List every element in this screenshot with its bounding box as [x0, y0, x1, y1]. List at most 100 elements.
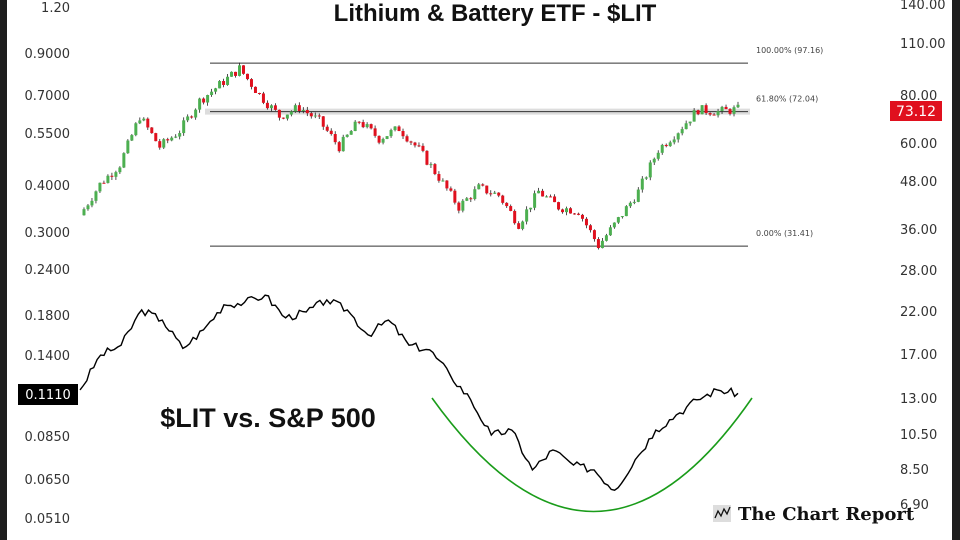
candle [517, 223, 521, 229]
candle [134, 123, 138, 136]
candle [664, 144, 668, 147]
candle [94, 191, 98, 201]
candle [277, 109, 281, 118]
right-axis-tick: 22.00 [900, 305, 937, 320]
candle [389, 130, 393, 137]
candle [206, 95, 210, 103]
candle [261, 93, 265, 103]
candle [640, 178, 644, 190]
left-axis-tick: 0.7000 [25, 89, 71, 104]
candle [150, 127, 154, 134]
candle [337, 142, 341, 152]
candle [736, 104, 740, 108]
candle [525, 209, 529, 222]
candle [457, 202, 461, 211]
candle [596, 239, 600, 249]
candle [313, 115, 317, 117]
candle [473, 189, 477, 200]
candle [373, 128, 377, 136]
candle [732, 107, 736, 114]
candle [309, 113, 313, 117]
candle [688, 121, 692, 124]
right-axis-tick: 13.00 [900, 392, 937, 407]
right-border [952, 0, 960, 540]
chart-title: Lithium & Battery ETF - $LIT [334, 0, 657, 27]
candle [576, 213, 580, 215]
candle [98, 182, 102, 192]
candle [453, 190, 457, 203]
left-axis-tick: 0.2400 [25, 263, 71, 278]
candle [612, 222, 616, 228]
candle [501, 195, 505, 203]
candle [357, 121, 361, 123]
candle [122, 153, 126, 168]
candle [249, 79, 253, 87]
candle [648, 162, 652, 178]
candle [497, 192, 501, 196]
candle [708, 113, 712, 115]
candle [190, 116, 194, 118]
trend-arc [431, 397, 753, 513]
candle [632, 201, 636, 203]
candle [600, 240, 604, 249]
candle [82, 209, 86, 216]
right-axis-tick: 48.00 [900, 175, 937, 190]
candle [553, 196, 557, 203]
candle [672, 139, 676, 143]
right-axis-tick: 60.00 [900, 137, 937, 152]
logo-chart-icon [714, 506, 731, 519]
candle [186, 116, 190, 121]
left-axis-tick: 0.0510 [25, 512, 71, 527]
candle [704, 105, 708, 114]
candle [580, 214, 584, 219]
candle [557, 202, 561, 210]
candle [341, 136, 345, 152]
candle [449, 188, 453, 191]
candle [353, 121, 357, 132]
candle [393, 126, 397, 131]
candle [178, 133, 182, 137]
candle [421, 145, 425, 151]
last-price-badge [890, 101, 942, 121]
candle [345, 134, 349, 137]
candle [720, 106, 724, 112]
candle [385, 136, 389, 139]
candle [238, 65, 242, 76]
candle [146, 118, 150, 128]
candle [329, 130, 333, 135]
candle [425, 150, 429, 165]
fib-label: 61.80% (72.04) [756, 95, 818, 104]
candle [289, 111, 293, 115]
fib-label: 0.00% (31.41) [756, 229, 813, 238]
left-axis-tick: 0.0650 [25, 473, 71, 488]
candle [561, 209, 565, 213]
last-price-label: 73.12 [896, 104, 936, 120]
candle [305, 110, 309, 114]
brand-logo: The Chart Report [713, 504, 915, 525]
candle [226, 76, 230, 85]
candle [293, 105, 297, 112]
candle [676, 133, 680, 140]
candle [513, 210, 517, 224]
left-border [0, 0, 7, 540]
right-axis-tick: 140.00 [900, 0, 946, 13]
left-axis-tick: 0.0850 [25, 430, 71, 445]
candle [624, 206, 628, 217]
left-axis-tick: 0.3000 [25, 226, 71, 241]
candle [369, 124, 373, 129]
candle [608, 227, 612, 236]
candle [273, 105, 277, 110]
candle [433, 164, 437, 175]
left-axis-tick: 0.5500 [25, 127, 71, 142]
candle [257, 93, 261, 95]
candle [317, 115, 321, 117]
candle [401, 131, 405, 137]
candle [533, 193, 537, 208]
candle [202, 98, 206, 103]
candle [656, 152, 660, 159]
candle [529, 207, 533, 210]
last-ratio-badge [18, 384, 78, 405]
candle [477, 184, 481, 190]
candle [218, 81, 222, 89]
candle [696, 110, 700, 115]
